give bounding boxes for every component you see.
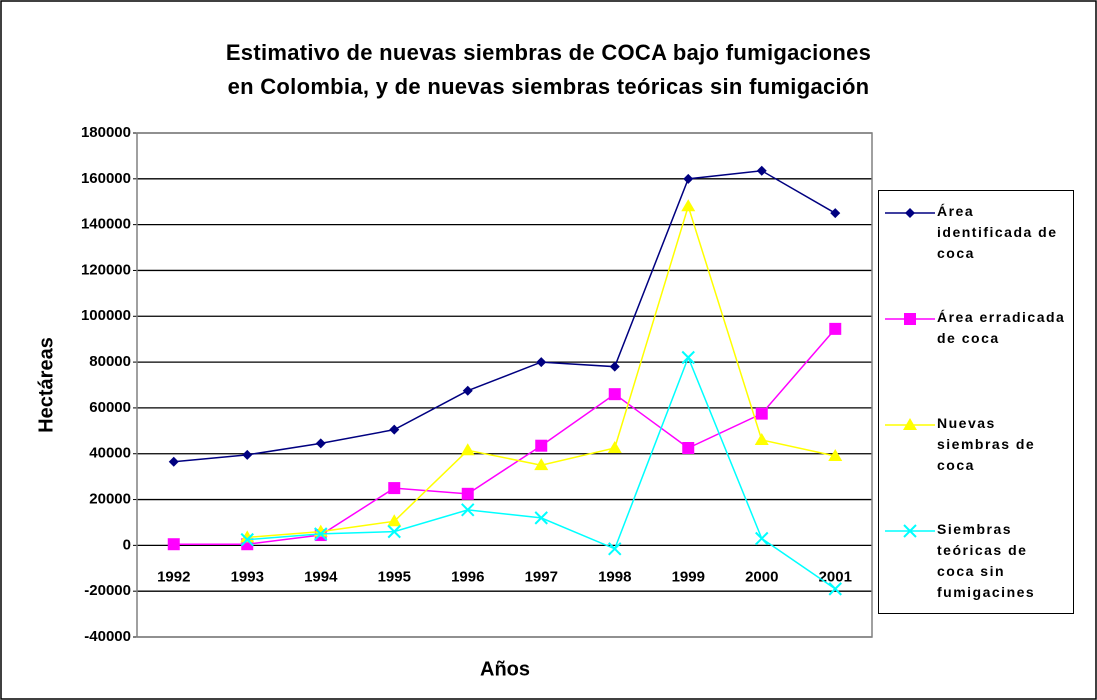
y-tick-label: 160000	[81, 170, 131, 187]
legend-label: Nuevas siembras de coca	[937, 415, 1036, 473]
line	[247, 203, 836, 539]
marker	[389, 424, 400, 435]
marker	[681, 350, 695, 365]
legend-label: Siembras teóricas de coca sin fumigacine…	[937, 521, 1036, 600]
line	[173, 328, 836, 545]
marker	[315, 438, 326, 449]
marker	[607, 441, 622, 453]
legend-label: Área identificada de coca	[937, 203, 1058, 261]
x-tick-label: 1992	[157, 568, 190, 585]
y-tick-label: 60000	[89, 399, 131, 416]
x-tick-label: 1995	[378, 568, 411, 585]
marker	[828, 449, 843, 462]
legend-label: Área erradicada de coca	[937, 309, 1066, 346]
y-tick-label: 0	[123, 536, 131, 553]
plot-area	[136, 132, 873, 638]
marker	[167, 538, 180, 551]
marker	[683, 173, 694, 184]
legend-swatch	[885, 208, 935, 218]
marker	[314, 527, 328, 541]
y-tick-label: 100000	[81, 307, 131, 324]
x-tick-label: 2000	[745, 568, 778, 585]
y-axis-label: Hectáreas	[35, 337, 57, 433]
marker	[681, 199, 696, 212]
x-tick-label: 1997	[525, 568, 558, 585]
legend-swatch	[885, 313, 935, 325]
marker	[535, 439, 548, 452]
chart-title: Estimativo de nuevas siembras de COCA ba…	[225, 40, 872, 99]
marker	[388, 482, 401, 495]
marker	[904, 313, 916, 325]
marker	[461, 487, 474, 500]
x-tick-label: 2001	[819, 568, 852, 585]
y-tick-label: 120000	[81, 261, 131, 278]
marker	[534, 458, 549, 471]
legend-item: Siembras teóricas de coca sin fumigacine…	[879, 519, 1075, 615]
marker	[903, 418, 917, 430]
marker	[903, 524, 917, 538]
y-tick-label: 140000	[81, 216, 131, 233]
y-tick-label: 80000	[89, 353, 131, 370]
x-tick-label: 1993	[231, 568, 264, 585]
legend-swatch	[885, 418, 935, 430]
marker	[460, 443, 475, 456]
legend-item: Área identificada de coca	[879, 201, 1075, 297]
marker	[461, 503, 475, 517]
marker	[755, 407, 768, 420]
marker	[905, 208, 915, 218]
marker	[242, 449, 253, 460]
legend-item: Nuevas siembras de coca	[879, 413, 1075, 509]
marker	[534, 511, 548, 525]
marker	[755, 531, 769, 546]
x-tick-label: 1994	[304, 568, 338, 585]
x-axis-label: Años	[480, 658, 530, 680]
marker	[536, 357, 547, 368]
legend-swatch	[885, 524, 935, 538]
marker	[387, 524, 401, 539]
x-tick-label: 1999	[672, 568, 705, 585]
marker	[462, 385, 473, 396]
marker	[828, 582, 842, 596]
x-tick-label: 1996	[451, 568, 484, 585]
legend-item: Área erradicada de coca	[879, 307, 1075, 403]
marker	[608, 388, 621, 401]
x-tick-label: 1998	[598, 568, 631, 585]
y-tick-label: -40000	[84, 628, 131, 645]
marker	[168, 456, 179, 467]
marker	[830, 208, 841, 219]
legend: Área identificada de coca Área erradicada…	[878, 190, 1074, 614]
marker	[754, 432, 769, 445]
marker	[608, 542, 622, 556]
y-tick-label: 20000	[89, 491, 131, 508]
marker	[609, 361, 620, 372]
marker	[240, 532, 254, 547]
y-tick-label: 40000	[89, 445, 131, 462]
line	[173, 170, 836, 463]
marker	[387, 514, 402, 527]
y-tick-label: 180000	[81, 124, 131, 141]
y-tick-label: -20000	[84, 582, 131, 599]
marker	[682, 442, 695, 454]
marker	[829, 322, 842, 335]
marker	[756, 165, 767, 176]
